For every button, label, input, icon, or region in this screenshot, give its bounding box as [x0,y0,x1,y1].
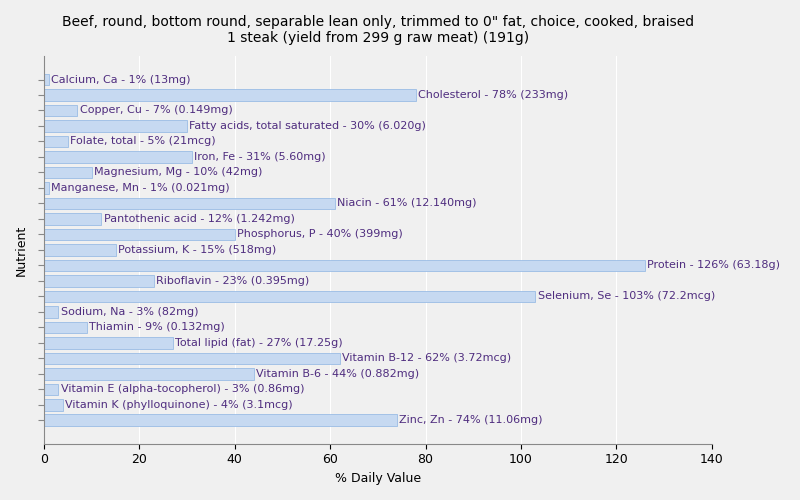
Bar [44,260,645,271]
Text: Potassium, K - 15% (518mg): Potassium, K - 15% (518mg) [118,245,276,255]
Text: Vitamin E (alpha-tocopherol) - 3% (0.86mg): Vitamin E (alpha-tocopherol) - 3% (0.86m… [61,384,304,394]
Bar [44,182,49,194]
Text: Manganese, Mn - 1% (0.021mg): Manganese, Mn - 1% (0.021mg) [51,183,230,193]
Text: Thiamin - 9% (0.132mg): Thiamin - 9% (0.132mg) [90,322,225,332]
Text: Phosphorus, P - 40% (399mg): Phosphorus, P - 40% (399mg) [237,230,403,239]
Bar [44,368,254,380]
Text: Vitamin K (phylloquinone) - 4% (3.1mcg): Vitamin K (phylloquinone) - 4% (3.1mcg) [66,400,293,410]
Text: Riboflavin - 23% (0.395mg): Riboflavin - 23% (0.395mg) [156,276,310,286]
Bar [44,213,102,224]
Bar [44,198,335,209]
Text: Vitamin B-6 - 44% (0.882mg): Vitamin B-6 - 44% (0.882mg) [256,369,419,379]
Bar [44,89,416,101]
Bar [44,120,187,132]
Text: Fatty acids, total saturated - 30% (6.020g): Fatty acids, total saturated - 30% (6.02… [190,121,426,131]
Text: Protein - 126% (63.18g): Protein - 126% (63.18g) [647,260,780,270]
Bar [44,275,154,286]
X-axis label: % Daily Value: % Daily Value [335,472,421,485]
Text: Niacin - 61% (12.140mg): Niacin - 61% (12.140mg) [338,198,477,208]
Bar [44,228,234,240]
Text: Selenium, Se - 103% (72.2mcg): Selenium, Se - 103% (72.2mcg) [538,292,715,302]
Text: Calcium, Ca - 1% (13mg): Calcium, Ca - 1% (13mg) [51,74,190,85]
Bar [44,322,87,333]
Bar [44,414,397,426]
Text: Cholesterol - 78% (233mg): Cholesterol - 78% (233mg) [418,90,569,100]
Bar [44,151,192,163]
Bar [44,306,58,318]
Text: Magnesium, Mg - 10% (42mg): Magnesium, Mg - 10% (42mg) [94,168,262,177]
Bar [44,384,58,395]
Y-axis label: Nutrient: Nutrient [15,224,28,276]
Text: Sodium, Na - 3% (82mg): Sodium, Na - 3% (82mg) [61,307,198,317]
Title: Beef, round, bottom round, separable lean only, trimmed to 0" fat, choice, cooke: Beef, round, bottom round, separable lea… [62,15,694,45]
Bar [44,104,78,117]
Bar [44,166,92,178]
Bar [44,136,68,147]
Text: Zinc, Zn - 74% (11.06mg): Zinc, Zn - 74% (11.06mg) [399,416,543,426]
Text: Copper, Cu - 7% (0.149mg): Copper, Cu - 7% (0.149mg) [80,106,233,116]
Text: Folate, total - 5% (21mcg): Folate, total - 5% (21mcg) [70,136,216,146]
Text: Pantothenic acid - 12% (1.242mg): Pantothenic acid - 12% (1.242mg) [103,214,294,224]
Text: Total lipid (fat) - 27% (17.25g): Total lipid (fat) - 27% (17.25g) [175,338,342,348]
Bar [44,399,63,410]
Text: Iron, Fe - 31% (5.60mg): Iron, Fe - 31% (5.60mg) [194,152,326,162]
Bar [44,290,535,302]
Bar [44,337,173,348]
Bar [44,74,49,86]
Bar [44,352,340,364]
Bar [44,244,115,256]
Text: Vitamin B-12 - 62% (3.72mcg): Vitamin B-12 - 62% (3.72mcg) [342,354,511,364]
